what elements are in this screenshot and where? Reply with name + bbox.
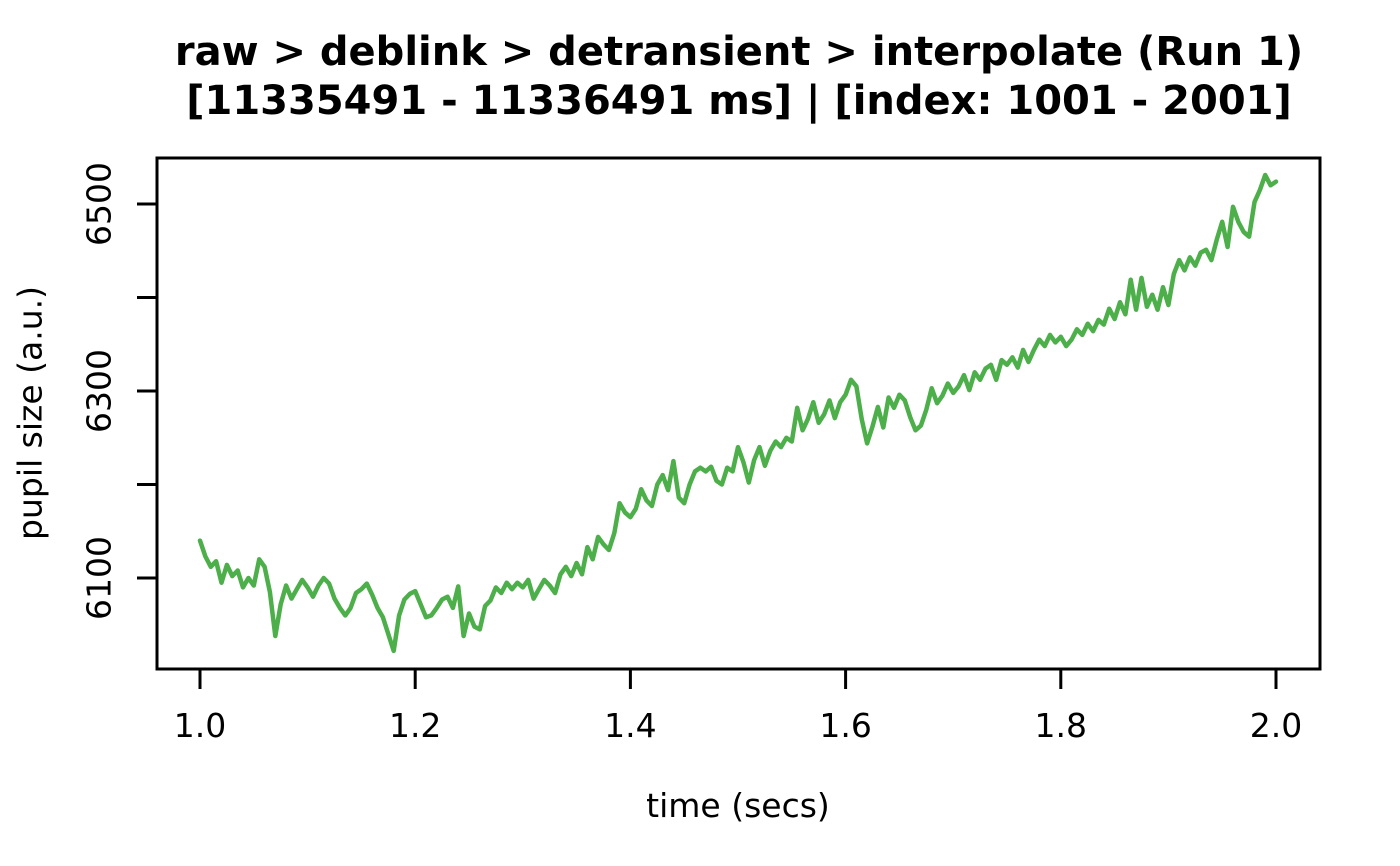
plot-box xyxy=(155,156,1322,671)
y-tick-label: 6100 xyxy=(79,536,119,620)
x-tick-label: 1.2 xyxy=(388,706,442,745)
plot-title: raw > deblink > detransient > interpolat… xyxy=(175,28,1303,126)
x-tick-label: 1.8 xyxy=(1034,706,1088,745)
x-tick-label: 1.4 xyxy=(604,706,657,745)
data-line xyxy=(197,172,1279,654)
x-tick-label: 1.6 xyxy=(819,706,872,745)
y-tick-label: 6300 xyxy=(79,349,119,433)
x-axis-title: time (secs) xyxy=(646,786,830,825)
y-tick-label: 6500 xyxy=(79,162,119,246)
plot-title-line2: [11335491 - 11336491 ms] | [index: 1001 … xyxy=(186,78,1292,124)
x-tick-label: 1.0 xyxy=(173,706,227,745)
x-tick-label: 2.0 xyxy=(1249,706,1303,745)
plot-title-line1: raw > deblink > detransient > interpolat… xyxy=(174,29,1304,75)
